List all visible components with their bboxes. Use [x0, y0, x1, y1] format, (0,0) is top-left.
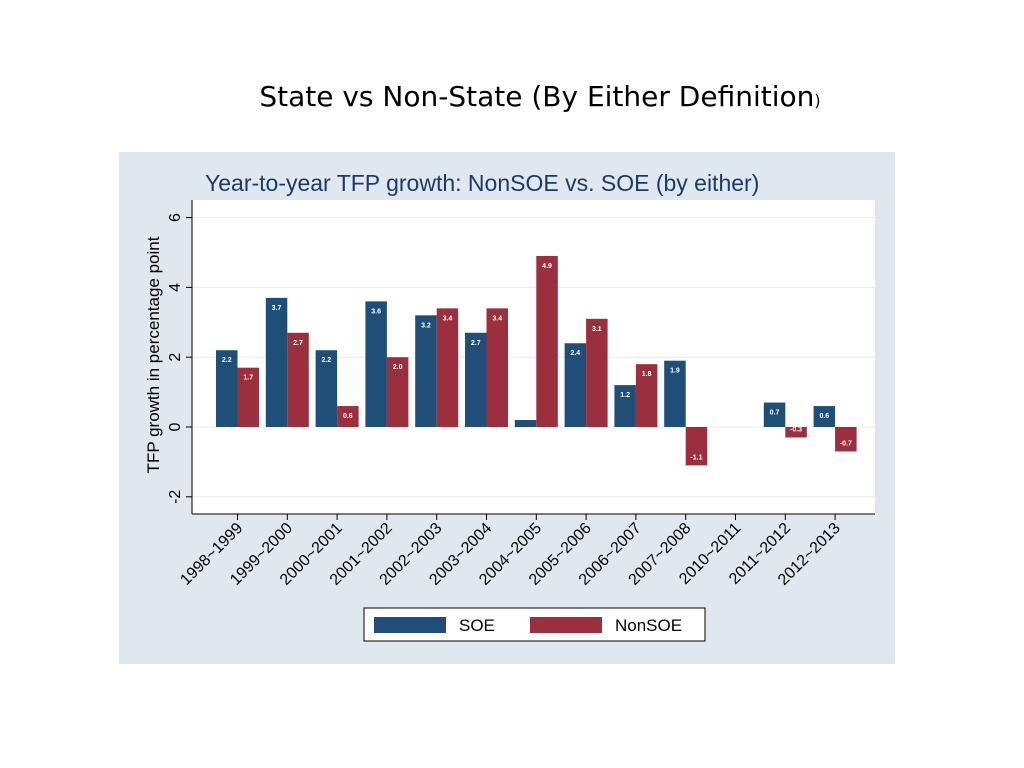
bar-nonsoe-5 — [486, 308, 508, 427]
bar-label-nonsoe-5: 3.4 — [492, 315, 502, 322]
bar-label-nonsoe-0: 1.7 — [243, 375, 253, 382]
y-tick-label-1: 0 — [167, 422, 184, 431]
bar-soe-3 — [365, 301, 387, 427]
bar-label-soe-11: 0.7 — [770, 410, 780, 417]
bar-soe-4 — [415, 315, 437, 427]
y-tick-label-4: 6 — [167, 213, 184, 222]
y-tick-label-2: 2 — [167, 353, 184, 362]
bar-soe-6 — [514, 420, 537, 427]
slide-title-paren: ) — [814, 91, 821, 110]
bar-nonsoe-1 — [287, 332, 309, 427]
bar-soe-11 — [763, 402, 786, 427]
bar-label-soe-4: 3.2 — [421, 322, 431, 329]
bar-label-soe-9: 1.9 — [670, 368, 680, 375]
bar-label-soe-5: 2.7 — [471, 340, 481, 347]
bar-nonsoe-6 — [536, 255, 558, 427]
bar-nonsoe-12 — [835, 427, 857, 452]
chart-title: Year-to-year TFP growth: NonSOE vs. SOE … — [205, 170, 759, 196]
bar-label-nonsoe-2: 0.6 — [343, 413, 353, 420]
bar-label-nonsoe-8: 1.8 — [642, 371, 652, 378]
bar-label-soe-2: 2.2 — [321, 357, 331, 364]
bar-label-soe-8: 1.2 — [620, 392, 630, 399]
bar-label-soe-1: 3.7 — [272, 305, 282, 312]
bar-label-nonsoe-1: 2.7 — [293, 340, 303, 347]
legend-swatch-soe — [374, 617, 446, 633]
slide-title: State vs Non-State (By Either Definition… — [0, 80, 1024, 113]
bar-label-nonsoe-11: -0.3 — [790, 426, 802, 433]
bar-label-nonsoe-3: 2.0 — [393, 364, 403, 371]
bar-soe-12 — [813, 406, 836, 427]
bars: 2.2 1.7 3.7 2.7 2.2 0.6 3.6 2.0 3.2 3.4 2.7 3.4 4.9 2… — [216, 255, 857, 466]
bar-label-nonsoe-4: 3.4 — [443, 315, 453, 322]
bar-label-soe-3: 3.6 — [371, 308, 381, 315]
legend: SOE NonSOE — [363, 607, 706, 642]
bar-soe-5 — [465, 332, 487, 427]
bar-soe-8 — [614, 385, 636, 427]
bar-soe-1 — [265, 297, 288, 427]
bar-label-nonsoe-6: 4.9 — [542, 263, 552, 270]
legend-label-nonsoe: NonSOE — [615, 616, 682, 635]
y-tick-label-3: 4 — [167, 283, 184, 292]
legend-label-soe: SOE — [459, 616, 495, 635]
bar-nonsoe-9 — [685, 427, 708, 466]
bar-nonsoe-8 — [635, 364, 658, 427]
bar-soe-9 — [664, 360, 686, 427]
slide-title-main: State vs Non-State (By Either Definition — [259, 80, 815, 113]
bar-nonsoe-11 — [785, 427, 807, 438]
bar-nonsoe-0 — [237, 367, 259, 427]
y-tick-label-0: -2 — [167, 490, 184, 504]
y-axis-label: TFP growth in percentage point — [144, 236, 163, 473]
bar-label-soe-0: 2.2 — [222, 357, 232, 364]
bar-chart: Year-to-year TFP growth: NonSOE vs. SOE … — [144, 170, 875, 642]
bar-label-soe-7: 2.4 — [570, 350, 580, 357]
bar-nonsoe-2 — [337, 406, 359, 427]
bar-soe-2 — [315, 350, 338, 427]
bar-soe-7 — [564, 343, 587, 427]
legend-swatch-nonsoe — [530, 617, 602, 633]
bar-label-soe-12: 0.6 — [819, 413, 829, 420]
bar-nonsoe-3 — [386, 357, 409, 427]
bar-label-nonsoe-9: -1.1 — [690, 454, 702, 461]
bar-nonsoe-4 — [436, 308, 459, 427]
bar-label-nonsoe-12: -0.7 — [840, 440, 852, 447]
bar-soe-0 — [216, 350, 238, 427]
bar-nonsoe-7 — [586, 318, 608, 427]
bar-label-nonsoe-7: 3.1 — [592, 326, 602, 333]
chart-panel: Year-to-year TFP growth: NonSOE vs. SOE … — [119, 152, 895, 664]
